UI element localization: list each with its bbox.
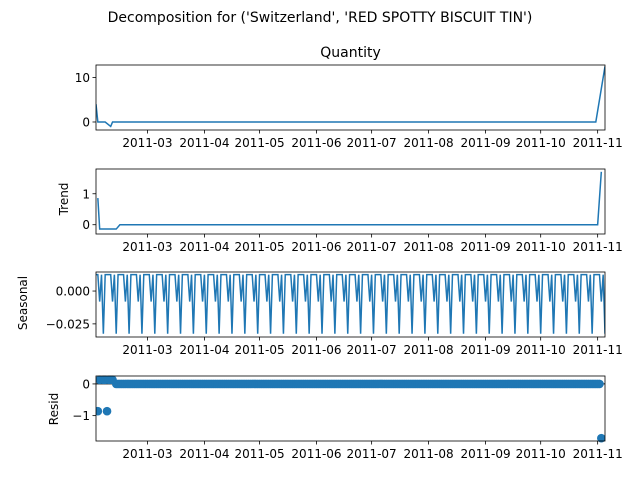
panel-trend: 0 1 2011-03 2011-04 2011-05 2011-06 2011-07 201… xyxy=(82,168,623,254)
axes-frame-observed xyxy=(95,64,606,131)
xtick-label-resid: 2011-03 xyxy=(122,447,172,461)
xtick-label-trend: 2011-03 xyxy=(122,240,172,254)
xtick-label-trend: 2011-10 xyxy=(516,240,566,254)
ylabel-resid: Resid xyxy=(47,393,61,425)
xtick-label-seasonal: 2011-10 xyxy=(516,343,566,357)
xtick-label-trend: 2011-04 xyxy=(179,240,229,254)
resid-point xyxy=(96,406,103,416)
xtick-label-resid: 2011-11 xyxy=(573,447,623,461)
xtick-label-trend: 2011-05 xyxy=(234,240,284,254)
plot-area-seasonal xyxy=(96,273,605,334)
seasonal-line xyxy=(96,273,605,334)
ylabel-seasonal: Seasonal xyxy=(16,276,30,330)
panel-observed: 0 10 2011-03 2011-04 2011-05 2011-06 2011-07 20… xyxy=(75,64,623,150)
ytick-label-seasonal: −0.025 xyxy=(46,317,90,331)
axes-frame-seasonal xyxy=(95,271,606,338)
xtick-label-seasonal: 2011-06 xyxy=(291,343,341,357)
xtick-label-observed: 2011-06 xyxy=(291,136,341,150)
ytick-label-observed: 10 xyxy=(75,71,90,85)
panel-seasonal: 0.000 −0.025 2011-03 2011-04 2011-05 2011-06 2… xyxy=(46,271,623,357)
xtick-label-resid: 2011-07 xyxy=(347,447,397,461)
xtick-label-observed: 2011-09 xyxy=(460,136,510,150)
xtick-label-observed: 2011-07 xyxy=(347,136,397,150)
xtick-label-seasonal: 2011-11 xyxy=(573,343,623,357)
panel-resid: 0 −1 2011-03 2011-04 2011-05 2011-06 2011-07 20… xyxy=(72,375,623,461)
plot-area-resid xyxy=(96,375,605,443)
xtick-label-trend: 2011-11 xyxy=(573,240,623,254)
xtick-label-seasonal: 2011-08 xyxy=(404,343,454,357)
ytick-label-resid: −1 xyxy=(72,409,90,423)
xtick-label-observed: 2011-03 xyxy=(122,136,172,150)
resid-point xyxy=(597,433,605,443)
xtick-label-seasonal: 2011-03 xyxy=(122,343,172,357)
plot-area-trend xyxy=(97,171,603,230)
xtick-label-seasonal: 2011-04 xyxy=(179,343,229,357)
xtick-label-observed: 2011-10 xyxy=(516,136,566,150)
ylabel-trend: Trend xyxy=(57,183,71,217)
xtick-label-resid: 2011-08 xyxy=(404,447,454,461)
xtick-label-observed: 2011-04 xyxy=(179,136,229,150)
xtick-label-resid: 2011-09 xyxy=(460,447,510,461)
xtick-label-seasonal: 2011-09 xyxy=(460,343,510,357)
axes-frame-trend xyxy=(95,168,606,235)
xtick-label-observed: 2011-11 xyxy=(573,136,623,150)
xtick-label-resid: 2011-05 xyxy=(234,447,284,461)
xtick-label-resid: 2011-10 xyxy=(516,447,566,461)
ytick-label-resid: 0 xyxy=(82,377,90,391)
xtick-label-trend: 2011-08 xyxy=(404,240,454,254)
resid-point xyxy=(595,379,604,389)
xtick-label-observed: 2011-05 xyxy=(234,136,284,150)
axes-frame-resid xyxy=(95,375,606,442)
xtick-label-trend: 2011-06 xyxy=(291,240,341,254)
panel-title-observed: Quantity xyxy=(320,45,381,61)
xtick-label-observed: 2011-08 xyxy=(404,136,454,150)
ytick-label-trend: 0 xyxy=(82,218,90,232)
xtick-label-seasonal: 2011-07 xyxy=(347,343,397,357)
xtick-label-resid: 2011-06 xyxy=(291,447,341,461)
figure-title: Decomposition for ('Switzerland', 'RED S… xyxy=(108,10,533,26)
xtick-label-resid: 2011-04 xyxy=(179,447,229,461)
xtick-label-trend: 2011-09 xyxy=(460,240,510,254)
plot-area-observed xyxy=(96,66,605,128)
ytick-label-observed: 0 xyxy=(82,115,90,129)
ytick-label-trend: 1 xyxy=(82,187,90,201)
xtick-label-seasonal: 2011-05 xyxy=(234,343,284,357)
ytick-label-seasonal: 0.000 xyxy=(56,285,90,299)
xtick-label-trend: 2011-07 xyxy=(347,240,397,254)
resid-point xyxy=(102,406,112,416)
trend-line xyxy=(97,171,603,230)
resid-point xyxy=(108,375,117,385)
observed-line xyxy=(96,66,605,128)
